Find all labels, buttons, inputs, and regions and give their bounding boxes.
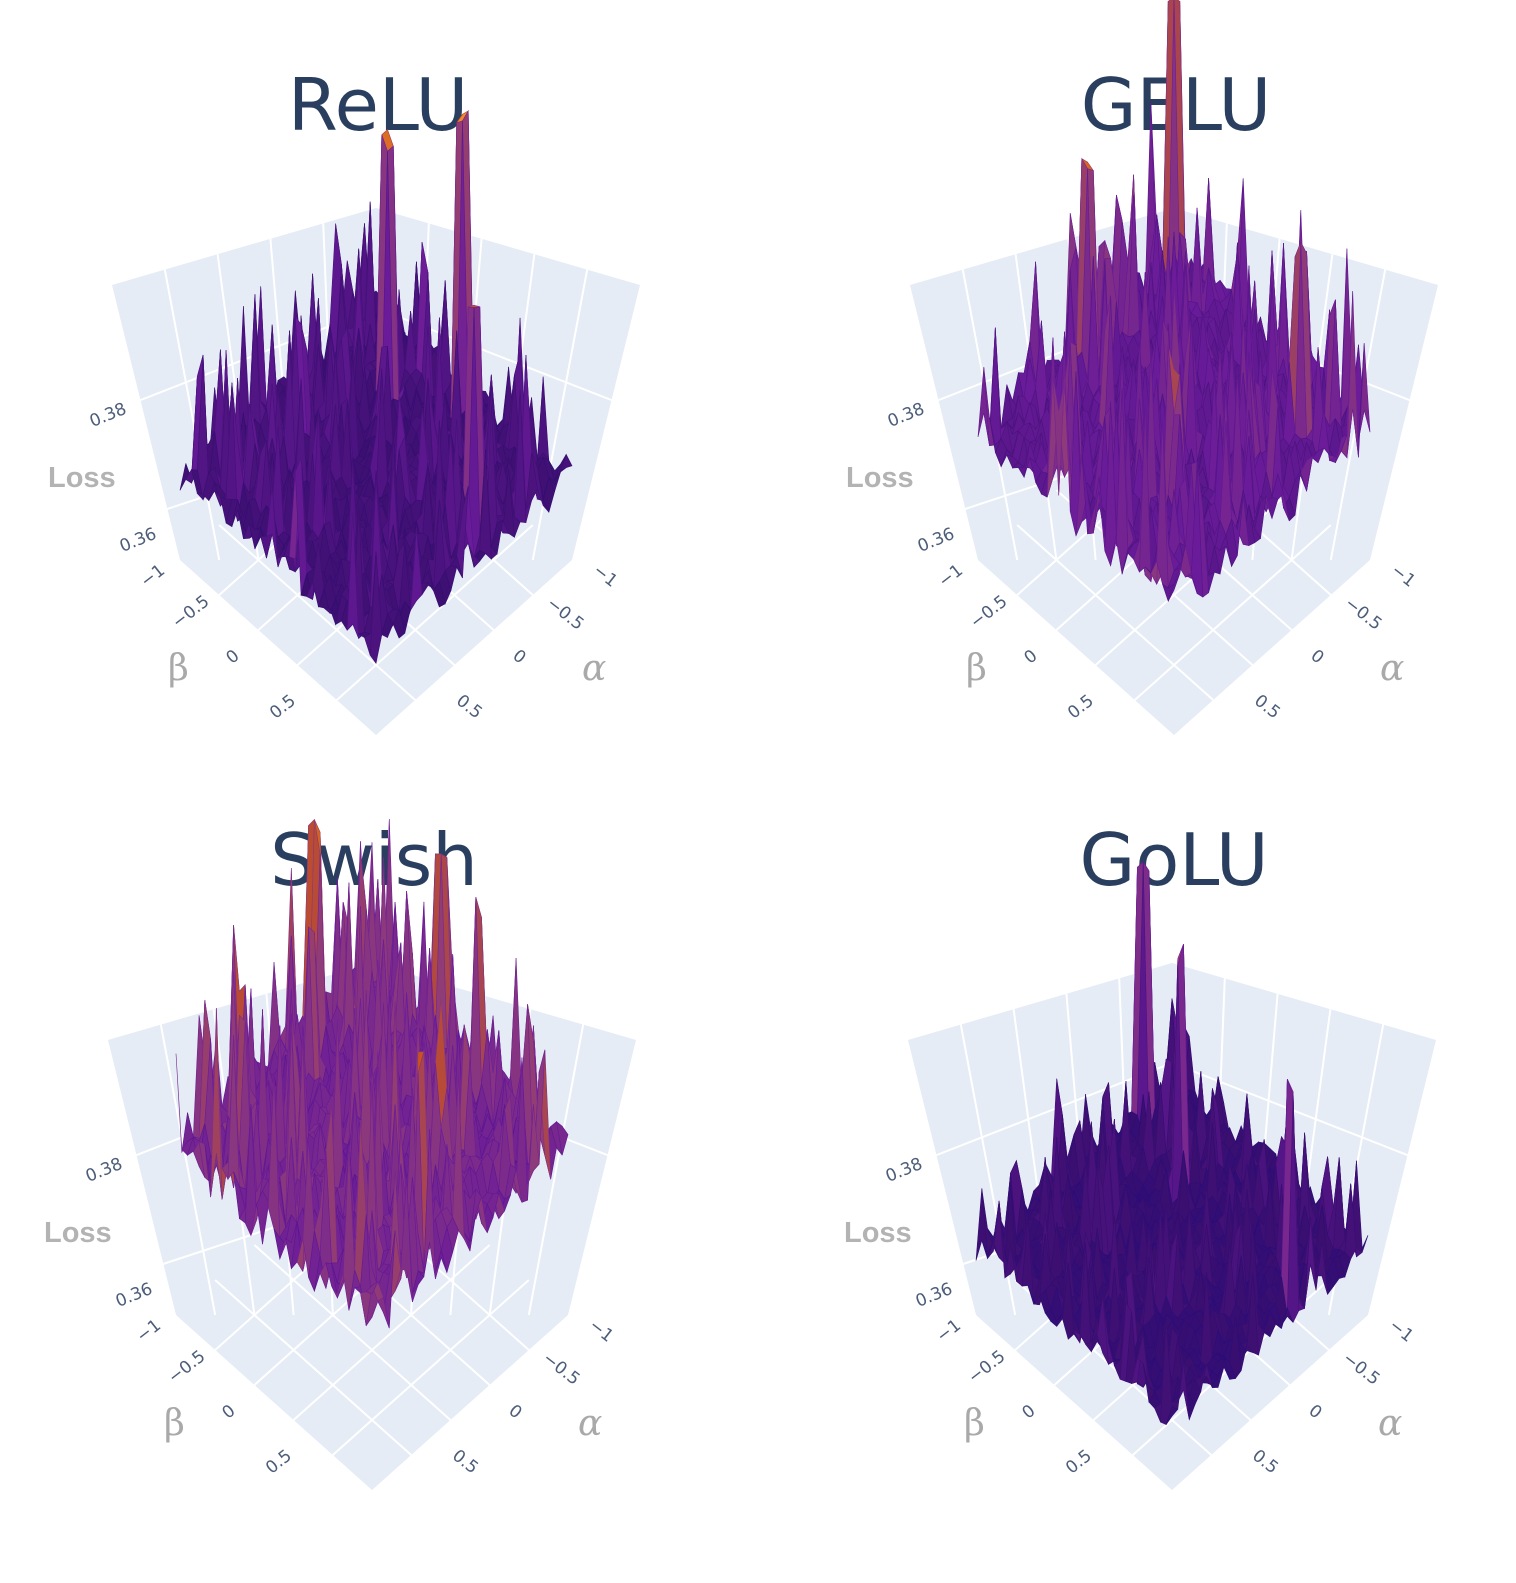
z-tick-label: 0.36 xyxy=(117,524,160,557)
surface-patch xyxy=(369,551,383,665)
surface-patch xyxy=(1165,1406,1179,1425)
alpha-axis-label: α xyxy=(582,648,606,689)
scene xyxy=(910,0,1438,735)
z-tick-label: 0.38 xyxy=(87,399,130,432)
alpha-tick-label: 0 xyxy=(1305,1401,1326,1423)
beta-axis-label: β xyxy=(966,648,987,689)
beta-tick-label: 0 xyxy=(218,1401,239,1423)
alpha-tick-label: 0.5 xyxy=(452,691,486,723)
beta-tick-label: −0.5 xyxy=(165,1346,210,1387)
z-axis-label: Loss xyxy=(44,1217,112,1249)
scene xyxy=(112,109,640,735)
alpha-axis-label: α xyxy=(1380,648,1404,689)
alpha-axis-label: α xyxy=(578,1403,602,1444)
z-tick-label: 0.38 xyxy=(83,1154,126,1187)
surface-patch xyxy=(210,1008,223,1200)
chart-title: ReLU xyxy=(288,63,468,147)
z-axis-label: Loss xyxy=(48,462,116,494)
loss-surface xyxy=(179,109,573,665)
beta-tick-label: 0.5 xyxy=(1064,691,1098,723)
alpha-tick-label: 0 xyxy=(1307,646,1328,668)
chart-golu: GoLU 0.36 0.38 Loss −1 −0.5 0 0.5 β −1 −0.5 0 0.5 α xyxy=(796,755,1516,1515)
beta-axis-label: β xyxy=(168,648,189,689)
alpha-tick-label: −1 xyxy=(585,1315,617,1346)
beta-tick-label: −0.5 xyxy=(169,591,214,632)
beta-tick-label: 0.5 xyxy=(1062,1446,1096,1478)
z-axis-label: Loss xyxy=(846,462,914,494)
alpha-tick-label: −0.5 xyxy=(1339,1348,1384,1389)
z-tick-label: 0.36 xyxy=(113,1279,156,1312)
z-tick-label: 0.36 xyxy=(915,524,958,557)
chart-title: GoLU xyxy=(1079,818,1268,902)
alpha-tick-label: −1 xyxy=(1387,560,1419,591)
alpha-tick-label: −0.5 xyxy=(539,1348,584,1389)
surface-patch xyxy=(1052,375,1065,496)
beta-tick-label: −1 xyxy=(933,1315,965,1346)
loss-surface xyxy=(975,860,1369,1426)
beta-tick-label: 0 xyxy=(1020,646,1041,668)
alpha-tick-label: −1 xyxy=(589,560,621,591)
surface-patch xyxy=(1167,573,1181,602)
beta-axis-label: β xyxy=(964,1403,985,1444)
beta-tick-label: −1 xyxy=(137,560,169,591)
z-tick-label: 0.36 xyxy=(913,1279,956,1312)
alpha-tick-label: 0 xyxy=(505,1401,526,1423)
chart-swish: Swish 0.36 0.38 Loss −1 −0.5 0 0.5 β −1 −0.5 0 0.5 α xyxy=(0,755,754,1515)
alpha-tick-label: −0.5 xyxy=(1341,593,1386,634)
beta-tick-label: 0.5 xyxy=(262,1446,296,1478)
alpha-tick-label: 0.5 xyxy=(1248,1446,1282,1478)
beta-axis-label: β xyxy=(164,1403,185,1444)
beta-tick-label: −0.5 xyxy=(967,591,1012,632)
alpha-tick-label: 0 xyxy=(509,646,530,668)
alpha-tick-label: 0.5 xyxy=(1250,691,1284,723)
beta-tick-label: −1 xyxy=(935,560,967,591)
beta-tick-label: −1 xyxy=(133,1315,165,1346)
alpha-tick-label: 0.5 xyxy=(448,1446,482,1478)
z-tick-label: 0.38 xyxy=(883,1154,926,1187)
loss-surface xyxy=(175,818,569,1329)
chart-relu: ReLU 0.36 0.38 Loss −1 −0.5 0 0.5 β −1 −0.5 0 0.5 α xyxy=(0,0,758,760)
alpha-axis-label: α xyxy=(1378,1403,1402,1444)
alpha-tick-label: −1 xyxy=(1385,1315,1417,1346)
z-tick-label: 0.38 xyxy=(885,399,928,432)
beta-tick-label: 0.5 xyxy=(266,691,300,723)
alpha-tick-label: −0.5 xyxy=(543,593,588,634)
beta-tick-label: 0 xyxy=(222,646,243,668)
surface-patch xyxy=(365,1280,379,1295)
scene xyxy=(908,860,1436,1490)
beta-tick-label: −0.5 xyxy=(965,1346,1010,1387)
loss-surface xyxy=(977,0,1371,603)
scene xyxy=(108,818,636,1490)
beta-tick-label: 0 xyxy=(1018,1401,1039,1423)
z-axis-label: Loss xyxy=(844,1217,912,1249)
